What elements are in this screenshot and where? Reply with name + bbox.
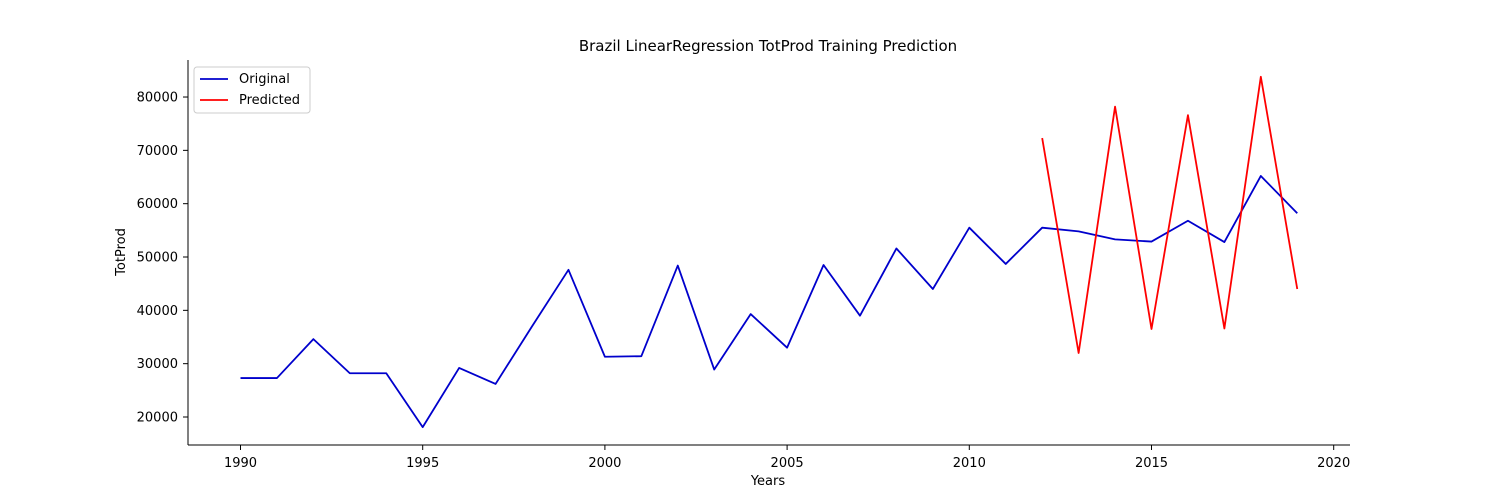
chart-title: Brazil LinearRegression TotProd Training… (579, 37, 957, 55)
x-tick-label: 2015 (1135, 456, 1168, 471)
x-tick-label: 1995 (406, 456, 439, 471)
x-axis-title: Years (750, 474, 786, 489)
x-axis-ticks: 1990 1995 2000 2005 2010 2015 2020 (224, 445, 1350, 471)
y-tick-label: 40000 (137, 304, 178, 319)
y-tick-label: 60000 (137, 197, 178, 212)
series-line-predicted (1041, 75, 1299, 354)
x-tick-label: 2010 (953, 456, 986, 471)
y-axis-title: TotProd (114, 228, 129, 277)
x-tick-label: 2005 (771, 456, 804, 471)
y-tick-label: 80000 (137, 91, 178, 106)
y-tick-label: 30000 (137, 357, 178, 372)
y-axis-ticks: 20000 30000 40000 50000 60000 70000 80000 (137, 91, 188, 426)
series-layer (240, 75, 1299, 429)
series-line-original (240, 175, 1298, 429)
x-tick-label: 2020 (1317, 456, 1350, 471)
legend-label-original: Original (239, 72, 290, 87)
legend-label-predicted: Predicted (239, 93, 300, 108)
y-tick-label: 20000 (137, 411, 178, 426)
legend: Original Predicted (193, 66, 311, 114)
y-tick-label: 70000 (137, 144, 178, 159)
x-tick-label: 2000 (588, 456, 621, 471)
x-tick-label: 1990 (224, 456, 257, 471)
y-tick-label: 50000 (137, 251, 178, 266)
